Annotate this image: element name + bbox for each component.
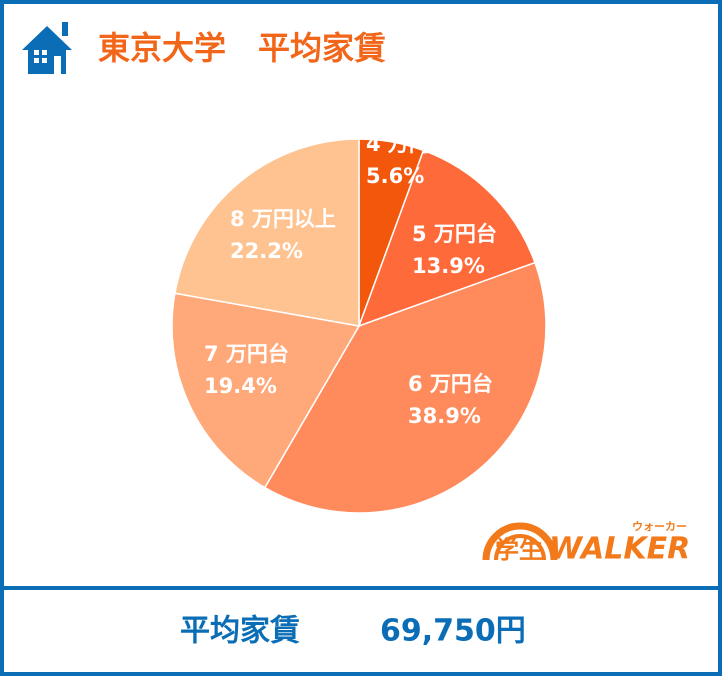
pie-slice	[171, 292, 361, 489]
logo-brand: WALKER	[549, 532, 690, 567]
slice-value-label: 13.9%	[412, 254, 485, 278]
slice-value-label: 19.4%	[204, 374, 277, 398]
slice-value-label: 22.2%	[230, 239, 303, 263]
pie-slice	[357, 149, 536, 328]
slice-category-label: 8 万円以上	[230, 207, 336, 231]
slice-value-label: 5.6%	[366, 164, 424, 188]
footer-label: 平均家賃	[180, 614, 300, 649]
chart-title: 東京大学 平均家賃	[98, 29, 386, 67]
logo: 学生 WALKER ウォーカー	[482, 520, 690, 567]
logo-text: 学生	[495, 536, 543, 564]
footer-value: 69,750円	[380, 614, 526, 649]
slice-category-label: 4 万円台	[366, 132, 451, 156]
house-icon	[22, 22, 72, 74]
slice-category-label: 7 万円台	[204, 342, 289, 366]
slice-value-label: 38.9%	[408, 404, 481, 428]
slice-category-label: 5 万円台	[412, 222, 497, 246]
pie-slice	[263, 261, 547, 514]
pie-slice	[174, 138, 360, 327]
logo-ruby: ウォーカー	[632, 520, 687, 533]
slice-category-label: 6 万円台	[408, 372, 493, 396]
